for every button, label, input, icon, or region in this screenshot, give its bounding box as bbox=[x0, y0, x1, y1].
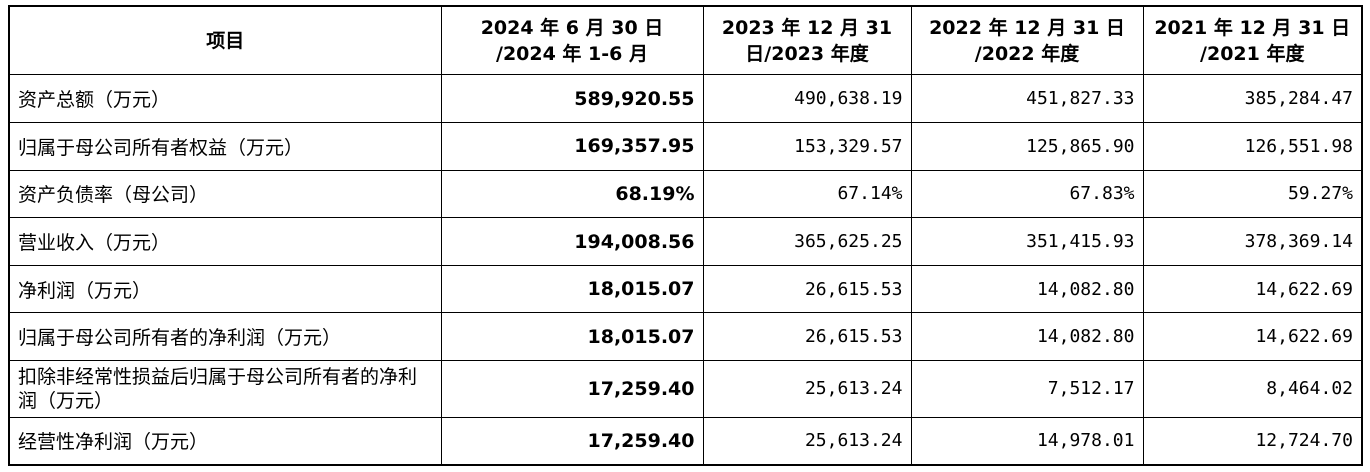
value-2022: 351,415.93 bbox=[910, 217, 1144, 266]
row-label: 资产总额（万元） bbox=[8, 74, 442, 123]
value-2023: 25,613.24 bbox=[702, 416, 912, 466]
value-2024h1: 589,920.55 bbox=[440, 74, 704, 123]
header-2021-line1: 2021 年 12 月 31 日 bbox=[1154, 16, 1351, 39]
value-2022: 7,512.17 bbox=[910, 360, 1144, 418]
value-2022: 14,978.01 bbox=[910, 416, 1144, 466]
value-2021: 12,724.70 bbox=[1142, 416, 1363, 466]
value-2024h1: 17,259.40 bbox=[440, 416, 704, 466]
financial-table: 项目 2024 年 6 月 30 日 /2024 年 1-6 月 2023 年 … bbox=[8, 5, 1363, 466]
row-label: 归属于母公司所有者的净利润（万元） bbox=[8, 312, 442, 362]
header-item: 项目 bbox=[8, 5, 442, 76]
value-2024h1: 68.19% bbox=[440, 169, 704, 219]
header-2022-line2: /2022 年度 bbox=[974, 42, 1080, 65]
value-2021: 378,369.14 bbox=[1142, 217, 1363, 266]
header-2024h1-line1: 2024 年 6 月 30 日 bbox=[480, 16, 664, 39]
value-2024h1: 17,259.40 bbox=[440, 360, 704, 418]
table-row: 扣除非经常性损益后归属于母公司所有者的净利润（万元） 17,259.40 25,… bbox=[8, 360, 1363, 418]
value-2022: 67.83% bbox=[910, 169, 1144, 219]
row-label: 资产负债率（母公司） bbox=[8, 169, 442, 219]
value-2022: 125,865.90 bbox=[910, 122, 1144, 171]
value-2024h1: 169,357.95 bbox=[440, 122, 704, 171]
header-2021: 2021 年 12 月 31 日 /2021 年度 bbox=[1142, 5, 1363, 76]
header-2022-line1: 2022 年 12 月 31 日 bbox=[929, 16, 1125, 39]
value-2021: 14,622.69 bbox=[1142, 264, 1363, 314]
header-2022: 2022 年 12 月 31 日 /2022 年度 bbox=[910, 5, 1144, 76]
value-2023: 25,613.24 bbox=[702, 360, 912, 418]
value-2021: 59.27% bbox=[1142, 169, 1363, 219]
header-row: 项目 2024 年 6 月 30 日 /2024 年 1-6 月 2023 年 … bbox=[8, 5, 1363, 76]
header-2024h1-line2: /2024 年 1-6 月 bbox=[496, 42, 648, 65]
header-2023-line1: 2023 年 12 月 31 bbox=[721, 16, 893, 39]
table-row: 归属于母公司所有者权益（万元） 169,357.95 153,329.57 12… bbox=[8, 122, 1363, 171]
value-2021: 126,551.98 bbox=[1142, 122, 1363, 171]
header-2023-line2: 日/2023 年度 bbox=[745, 42, 869, 65]
value-2024h1: 194,008.56 bbox=[440, 217, 704, 266]
value-2023: 67.14% bbox=[702, 169, 912, 219]
value-2021: 8,464.02 bbox=[1142, 360, 1363, 418]
value-2024h1: 18,015.07 bbox=[440, 264, 704, 314]
table-row: 资产负债率（母公司） 68.19% 67.14% 67.83% 59.27% bbox=[8, 169, 1363, 219]
value-2024h1: 18,015.07 bbox=[440, 312, 704, 362]
row-label: 净利润（万元） bbox=[8, 264, 442, 314]
value-2022: 451,827.33 bbox=[910, 74, 1144, 123]
header-2023: 2023 年 12 月 31 日/2023 年度 bbox=[702, 5, 912, 76]
header-2021-line2: /2021 年度 bbox=[1200, 42, 1305, 65]
row-label: 归属于母公司所有者权益（万元） bbox=[8, 122, 442, 171]
table-row: 经营性净利润（万元） 17,259.40 25,613.24 14,978.01… bbox=[8, 416, 1363, 466]
value-2022: 14,082.80 bbox=[910, 312, 1144, 362]
table-row: 净利润（万元） 18,015.07 26,615.53 14,082.80 14… bbox=[8, 264, 1363, 314]
value-2023: 26,615.53 bbox=[702, 264, 912, 314]
row-label: 经营性净利润（万元） bbox=[8, 416, 442, 466]
value-2023: 153,329.57 bbox=[702, 122, 912, 171]
value-2023: 490,638.19 bbox=[702, 74, 912, 123]
row-label: 营业收入（万元） bbox=[8, 217, 442, 266]
header-2024h1: 2024 年 6 月 30 日 /2024 年 1-6 月 bbox=[440, 5, 704, 76]
value-2021: 385,284.47 bbox=[1142, 74, 1363, 123]
value-2023: 26,615.53 bbox=[702, 312, 912, 362]
value-2022: 14,082.80 bbox=[910, 264, 1144, 314]
table-row: 资产总额（万元） 589,920.55 490,638.19 451,827.3… bbox=[8, 74, 1363, 123]
row-label: 扣除非经常性损益后归属于母公司所有者的净利润（万元） bbox=[8, 360, 442, 418]
table-row: 归属于母公司所有者的净利润（万元） 18,015.07 26,615.53 14… bbox=[8, 312, 1363, 362]
table-row: 营业收入（万元） 194,008.56 365,625.25 351,415.9… bbox=[8, 217, 1363, 266]
value-2023: 365,625.25 bbox=[702, 217, 912, 266]
value-2021: 14,622.69 bbox=[1142, 312, 1363, 362]
